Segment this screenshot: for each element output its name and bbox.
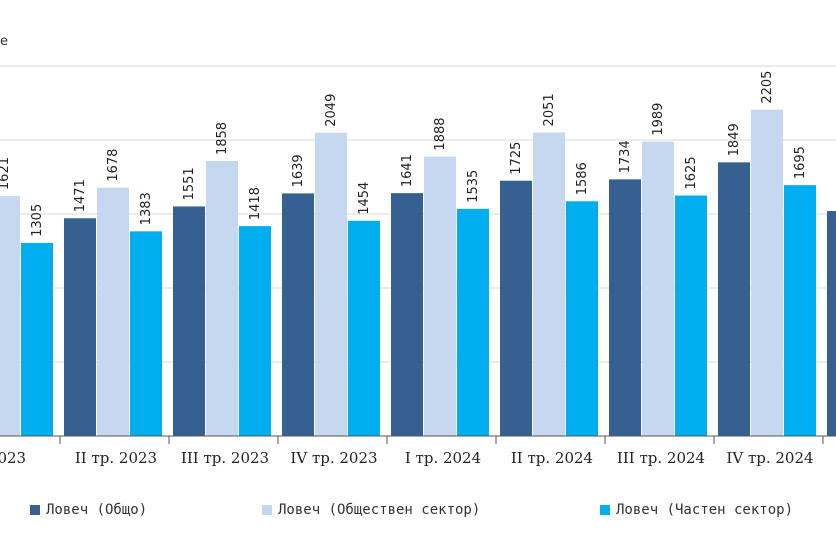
bar bbox=[0, 196, 20, 436]
bar-value-label: 2051 bbox=[542, 93, 557, 126]
legend-label-total: Ловеч (Общо) bbox=[46, 502, 148, 518]
x-tick-label: II тр. 2023 bbox=[75, 449, 157, 467]
bar bbox=[315, 132, 347, 437]
bar-value-label: 1678 bbox=[106, 149, 121, 182]
bar-value-label: 1586 bbox=[575, 162, 590, 195]
bar bbox=[609, 179, 641, 437]
bar-value-label: 1551 bbox=[182, 167, 197, 200]
bar bbox=[718, 162, 750, 436]
bar-value-label: 2049 bbox=[324, 94, 339, 127]
bar bbox=[533, 132, 565, 436]
legend-swatch-total bbox=[30, 505, 40, 515]
bar-value-label: 1989 bbox=[651, 103, 666, 136]
bar-value-label: 1454 bbox=[357, 182, 372, 215]
bar bbox=[751, 109, 783, 436]
bar-value-label: 1621 bbox=[0, 157, 12, 190]
bar bbox=[424, 156, 456, 437]
bar bbox=[642, 141, 674, 437]
bar-value-label: 1305 bbox=[30, 204, 45, 237]
legend: Ловеч (Общо) Ловеч (Обществен сектор) Ло… bbox=[0, 502, 836, 524]
bar-value-label: 1858 bbox=[215, 122, 230, 155]
x-tick-label: II тр. 2024 bbox=[511, 449, 593, 467]
bar bbox=[391, 193, 423, 436]
bar bbox=[97, 187, 129, 436]
bars-group bbox=[0, 109, 836, 437]
bar-value-label: 1888 bbox=[433, 117, 448, 150]
bar bbox=[239, 226, 271, 436]
bar-value-label: 1734 bbox=[618, 140, 633, 173]
bar bbox=[500, 180, 532, 436]
x-tick-label: III тр. 2024 bbox=[617, 449, 705, 467]
bar-value-label: 1471 bbox=[73, 179, 88, 212]
x-tick-label: 2023 bbox=[0, 449, 26, 467]
legend-label-public: Ловеч (Обществен сектор) bbox=[278, 502, 481, 518]
bar bbox=[566, 201, 598, 436]
bar bbox=[282, 193, 314, 436]
bar-value-label: 1383 bbox=[139, 192, 154, 225]
bar bbox=[21, 242, 53, 436]
x-tick-label: I тр. 2024 bbox=[405, 449, 481, 467]
bar bbox=[130, 231, 162, 436]
bar-labels-group: 1621 1305 1471 1678 1383 1551 1858 1418 1639 2049… bbox=[0, 71, 808, 237]
legend-item-public[interactable]: Ловеч (Обществен сектор) bbox=[262, 502, 480, 518]
bar-value-label: 1725 bbox=[509, 142, 524, 175]
bar-value-label: 1641 bbox=[400, 154, 415, 187]
legend-swatch-public bbox=[262, 505, 272, 515]
legend-item-total[interactable]: Ловеч (Общо) bbox=[30, 502, 147, 518]
bar bbox=[784, 185, 816, 436]
x-tick-label: IV тр. 2023 bbox=[290, 449, 377, 467]
bar-value-label: 1695 bbox=[793, 146, 808, 179]
bar-value-label: 1418 bbox=[248, 187, 263, 220]
bar bbox=[827, 211, 836, 436]
bar bbox=[348, 220, 380, 436]
bar bbox=[173, 206, 205, 436]
bar bbox=[206, 161, 238, 437]
legend-label-private: Ловеч (Частен сектор) bbox=[616, 502, 794, 518]
legend-item-private[interactable]: Ловеч (Частен сектор) bbox=[600, 502, 793, 518]
legend-swatch-private bbox=[600, 505, 610, 515]
bar bbox=[675, 195, 707, 436]
bar-value-label: 1639 bbox=[291, 154, 306, 187]
bar bbox=[64, 218, 96, 436]
bar-value-label: 1625 bbox=[684, 156, 699, 189]
bar-value-label: 2205 bbox=[760, 71, 775, 104]
x-axis: 2023 II тр. 2023 III тр. 2023 IV тр. 2023 I … bbox=[0, 435, 836, 467]
bar bbox=[457, 208, 489, 436]
bar-value-label: 1849 bbox=[727, 123, 742, 156]
x-tick-label: IV тр. 2024 bbox=[726, 449, 813, 467]
x-tick-label: III тр. 2023 bbox=[181, 449, 269, 467]
y-axis-unit-label: e bbox=[0, 34, 8, 49]
bar-value-label: 1535 bbox=[466, 170, 481, 203]
